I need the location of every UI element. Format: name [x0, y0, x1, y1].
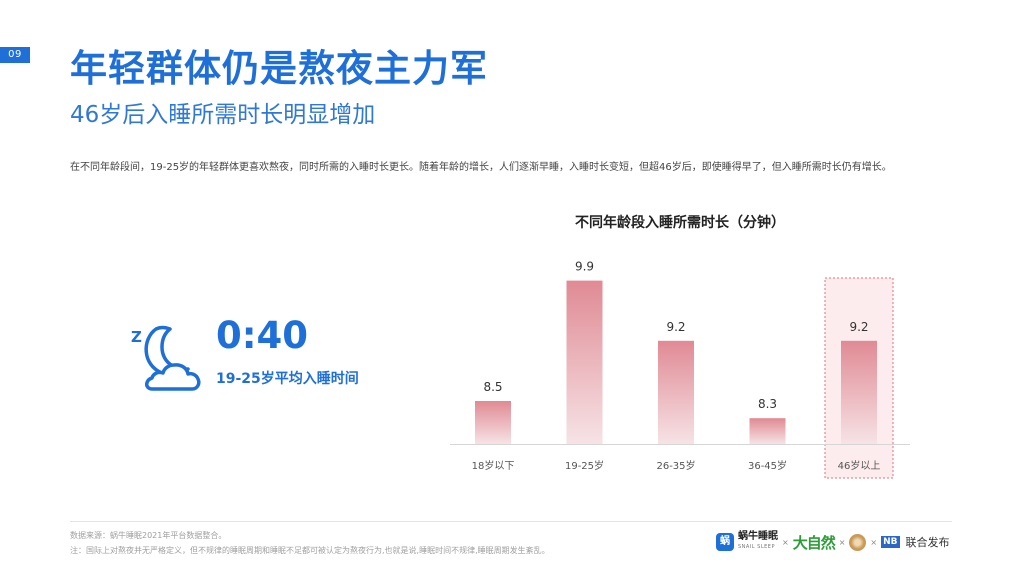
page-number-badge: 09 — [0, 47, 30, 63]
bar-4 — [841, 340, 877, 444]
nb-logo: NB — [881, 536, 900, 548]
data-label-2: 9.2 — [666, 320, 685, 334]
sleep-z-letter: Z — [131, 328, 142, 346]
brand-logos: 蜗 蜗牛睡眠 SNAIL SLEEP × 大自然 × × NB 联合发布 — [716, 531, 950, 553]
data-label-1: 9.9 — [575, 260, 594, 274]
stat-label: 19-25岁平均入睡时间 — [216, 371, 359, 387]
seal-logo-icon — [849, 533, 867, 551]
page-subtitle: 46岁后入睡所需时长明显增加 — [70, 102, 376, 128]
chart-title: 不同年龄段入睡所需时长（分钟） — [575, 215, 785, 231]
category-label-2: 26-35岁 — [656, 459, 695, 472]
category-label-1: 19-25岁 — [565, 459, 604, 472]
data-label-0: 8.5 — [483, 380, 502, 394]
bar-3 — [749, 418, 786, 444]
category-label-4: 46岁以上 — [838, 459, 881, 472]
footer-note: 注：国际上对熬夜并无严格定义，但不规律的睡眠周期和睡眠不足都可被认定为熬夜行为,… — [70, 546, 550, 555]
brand-separator: × — [782, 537, 789, 547]
data-label-4: 9.2 — [849, 320, 868, 334]
bar-chart: 8.5 18岁以下 9.9 19-25岁 9.2 26-35岁 8.3 36-45岁 9.2 46… — [450, 260, 910, 479]
bar-2 — [658, 340, 694, 444]
footer-divider — [70, 521, 952, 522]
footer-source: 数据来源：蜗牛睡眠2021年平台数据整合。 — [70, 531, 227, 540]
moon-cloud-icon: Z — [131, 325, 201, 391]
description-text: 在不同年龄段间，19-25岁的年轻群体更喜欢熬夜，同时所需的入睡时长更长。随着年… — [70, 162, 892, 173]
snail-sleep-en: SNAIL SLEEP — [738, 544, 775, 550]
bar-0 — [475, 401, 511, 444]
stat-block: Z 0:40 19-25岁平均入睡时间 — [122, 312, 402, 412]
snail-sleep-logo-icon: 蜗 — [716, 533, 734, 551]
data-label-3: 8.3 — [758, 397, 777, 411]
joint-release-label: 联合发布 — [905, 536, 950, 549]
category-label-3: 36-45岁 — [748, 459, 787, 472]
snail-sleep-name: 蜗牛睡眠 — [738, 531, 778, 542]
dazhiran-brand: 大自然 — [792, 533, 836, 552]
brand-separator: × — [838, 537, 846, 547]
brand-separator: × — [870, 537, 878, 547]
stat-value: 0:40 — [216, 314, 309, 357]
page-title: 年轻群体仍是熬夜主力军 — [70, 47, 488, 90]
category-label-0: 18岁以下 — [472, 459, 515, 472]
snail-sleep-brand: 蜗牛睡眠 SNAIL SLEEP — [738, 532, 778, 552]
bar-1 — [566, 280, 603, 444]
